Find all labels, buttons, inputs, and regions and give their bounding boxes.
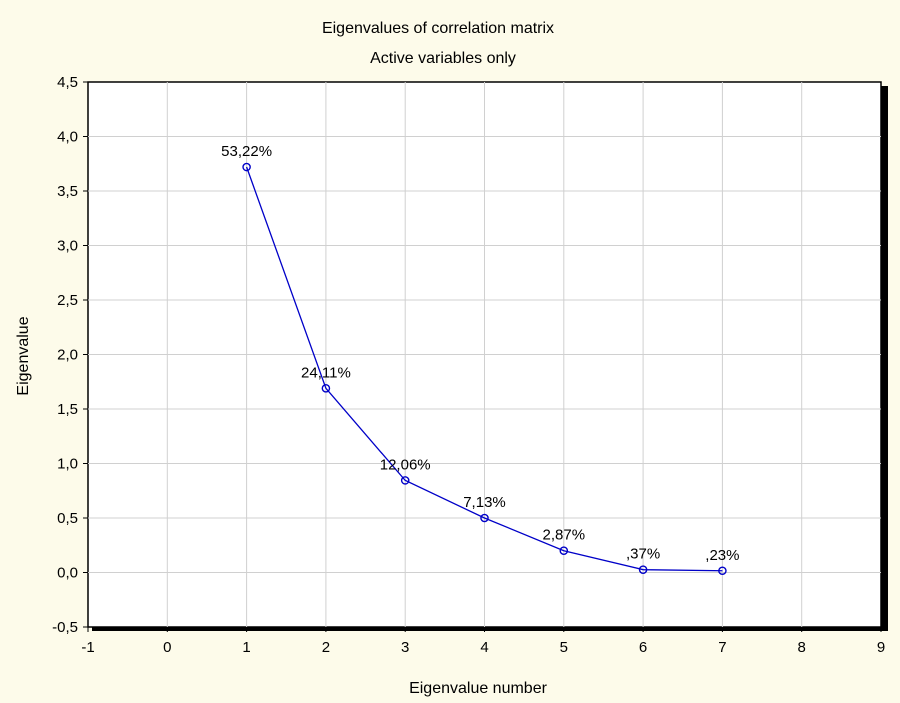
data-label: 24,11% <box>301 364 351 381</box>
x-tick-label: 2 <box>322 639 330 656</box>
y-tick-label: 1,5 <box>57 401 78 418</box>
chart-title: Eigenvalues of correlation matrix <box>322 20 554 37</box>
y-tick-label: 1,0 <box>57 456 78 473</box>
x-tick-label: 9 <box>877 639 885 656</box>
y-tick-label: 3,5 <box>57 183 78 200</box>
y-tick-label: -0,5 <box>52 619 78 636</box>
chart-subtitle: Active variables only <box>370 50 516 67</box>
y-tick-label: 2,5 <box>57 292 78 309</box>
x-tick-label: -1 <box>81 639 94 656</box>
data-point <box>242 162 251 172</box>
data-label: ,23% <box>705 547 739 564</box>
x-tick-label: 3 <box>401 639 409 656</box>
grid <box>88 82 881 627</box>
data-label: 12,06% <box>380 456 431 473</box>
data-point <box>638 565 648 574</box>
series-line <box>245 166 723 572</box>
x-tick-label: 5 <box>560 639 568 656</box>
y-tick-label: 0,5 <box>57 510 78 527</box>
x-axis-label: Eigenvalue number <box>409 680 548 697</box>
data-point <box>480 513 489 523</box>
y-axis-label: Eigenvalue <box>15 316 32 395</box>
y-tick-label: 4,0 <box>57 129 78 146</box>
ticks: -1 0 1 2 3 4 5 6 7 8 9 -0,5 0,0 0,5 1,0 1,5 2,0 2,5 3,0 3,5… <box>52 74 885 656</box>
data-label: 53,22% <box>221 143 272 160</box>
data-label: 2,87% <box>543 527 586 544</box>
y-tick-label: 2,0 <box>57 347 78 364</box>
x-tick-label: 8 <box>798 639 806 656</box>
y-tick-label: 3,0 <box>57 238 78 255</box>
data-point <box>321 383 331 393</box>
series: 53,22% 24,11% 12,06% 7,13% 2,87% ,37% ,23% <box>221 143 740 576</box>
data-point <box>400 476 410 485</box>
x-tick-label: 4 <box>480 639 488 656</box>
data-label: 7,13% <box>463 494 506 511</box>
y-tick-label: 4,5 <box>57 74 78 91</box>
x-tick-label: 7 <box>718 639 726 656</box>
x-tick-label: 6 <box>639 639 647 656</box>
x-tick-label: 1 <box>242 639 250 656</box>
data-point <box>718 566 727 576</box>
y-tick-label: 0,0 <box>57 565 78 582</box>
x-tick-label: 0 <box>163 639 171 656</box>
data-label: ,37% <box>626 546 660 563</box>
data-point <box>559 546 569 556</box>
